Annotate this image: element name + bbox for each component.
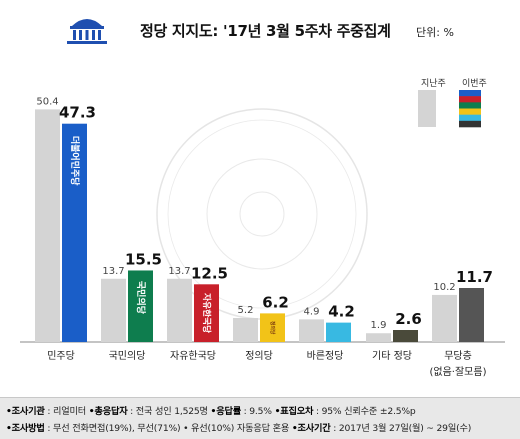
data-label-prev-6: 10.2 xyxy=(433,282,455,293)
header: 정당 지지도: '17년 3월 5주차 주중집계 단위: % xyxy=(0,0,520,62)
footer-r1-label-1: •총응답자 xyxy=(88,406,128,417)
legend-stripe-2 xyxy=(459,102,481,109)
category-sublabel-6: (없음·잘모름) xyxy=(430,365,487,378)
footer-r1-label-0: •조사기관 xyxy=(6,406,45,417)
footer-r2-label-0: •조사방법 xyxy=(6,423,45,434)
bar-prev-5 xyxy=(366,333,391,342)
survey-info-footer: •조사기관 : 리얼미터 •총응답자 : 전국 성인 1,525명 •응답률 :… xyxy=(0,397,520,439)
data-label-curr-1: 15.5 xyxy=(125,250,162,268)
category-label-3: 정의당 xyxy=(245,350,273,362)
data-label-prev-1: 13.7 xyxy=(102,266,124,277)
bar-prev-1 xyxy=(101,278,126,342)
legend-stripe-0 xyxy=(459,90,481,97)
survey-info-row-2: •조사방법 : 무선 전화면접(19%), 무선(71%) • 유선(10%) … xyxy=(6,420,471,434)
party-logo-text-1: 국민의당 xyxy=(135,281,147,315)
party-logo-text-0: 더불어민주당 xyxy=(69,136,81,186)
bar-curr-2 xyxy=(194,284,219,342)
bar-prev-0 xyxy=(35,109,60,342)
legend-stripe-4 xyxy=(459,114,481,122)
data-label-curr-0: 47.3 xyxy=(59,104,96,122)
data-label-prev-2: 13.7 xyxy=(168,266,190,277)
footer-r1-value-3: : 95% 신뢰수준 ±2.5%p xyxy=(313,406,416,417)
bar-curr-6 xyxy=(459,288,484,342)
data-label-prev-0: 50.4 xyxy=(36,96,58,107)
category-label-2: 자유한국당 xyxy=(170,350,216,362)
data-label-curr-6: 11.7 xyxy=(456,268,493,286)
legend-curr-label: 이번주 xyxy=(462,78,487,89)
bar-curr-0 xyxy=(62,123,87,342)
category-label-6: 무당층 xyxy=(444,350,472,362)
footer-r1-label-3: •표집오차 xyxy=(274,406,314,417)
bar-curr-4 xyxy=(326,322,351,342)
data-label-curr-4: 4.2 xyxy=(328,303,355,321)
data-label-curr-3: 6.2 xyxy=(262,293,289,311)
national-assembly-logo-icon xyxy=(67,19,107,44)
data-label-curr-5: 2.6 xyxy=(395,310,422,328)
data-label-prev-5: 1.9 xyxy=(371,320,387,331)
category-label-0: 민주당 xyxy=(47,350,75,362)
legend-curr-swatch xyxy=(459,90,481,128)
legend-prev-swatch xyxy=(418,90,436,127)
footer-r2-value-0: : 무선 전화면접(19%), 무선(71%) • 유선(10%) 자동응답 혼… xyxy=(44,423,292,434)
footer-r1-value-2: : 9.5% xyxy=(240,406,275,417)
bar-curr-5 xyxy=(393,330,418,342)
category-label-1: 국민의당 xyxy=(109,350,146,362)
page-title: 정당 지지도: '17년 3월 5주차 주중집계 xyxy=(140,22,391,40)
legend-stripe-1 xyxy=(459,96,481,103)
footer-r2-value-1: : 2017년 3월 27일(월) ~ 29일(수) xyxy=(330,423,472,434)
footer-r1-value-0: : 리얼미터 xyxy=(44,406,89,417)
party-logo-text-2: 자유한국당 xyxy=(201,293,213,333)
footer-r1-value-1: : 전국 성인 1,525명 xyxy=(127,406,211,417)
footer-r1-label-2: •응답률 xyxy=(210,406,242,417)
footer-r2-label-1: •조사기간 xyxy=(291,423,331,434)
legend-prev-label: 지난주 xyxy=(421,78,446,89)
legend-stripe-3 xyxy=(459,108,481,115)
category-label-5: 기타 정당 xyxy=(372,350,412,362)
category-label-4: 바른정당 xyxy=(307,350,344,362)
bar-prev-4 xyxy=(299,319,324,342)
bar-curr-3 xyxy=(260,313,285,342)
chart-legend: 지난주 이번주 xyxy=(418,78,487,128)
survey-info-row-1: •조사기관 : 리얼미터 •총응답자 : 전국 성인 1,525명 •응답률 :… xyxy=(6,403,416,417)
data-label-prev-3: 5.2 xyxy=(238,305,254,316)
data-label-prev-4: 4.9 xyxy=(304,306,320,317)
party-logo-text-3: 정의당 xyxy=(269,321,276,335)
bar-prev-2 xyxy=(167,278,192,342)
unit-label: 단위: % xyxy=(416,26,454,39)
legend-stripe-5 xyxy=(459,120,481,128)
data-label-curr-2: 12.5 xyxy=(191,264,228,282)
bar-curr-1 xyxy=(128,270,153,342)
bar-prev-6 xyxy=(432,294,457,342)
bar-prev-3 xyxy=(233,318,258,342)
